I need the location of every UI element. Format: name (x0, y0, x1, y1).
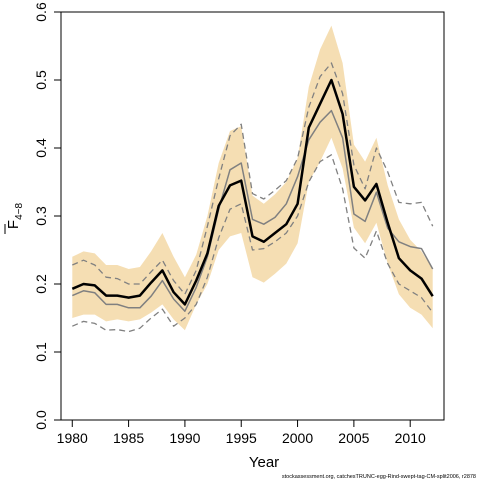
x-tick-label-2005: 2005 (338, 430, 369, 446)
x-axis-title: Year (249, 454, 279, 471)
main-estimate-line (71, 78, 434, 306)
dashed-bound-line-1 (72, 62, 434, 295)
y-axis-title-main: F (5, 220, 22, 229)
y-tick-label-2: 0.2 (33, 274, 49, 294)
y-tick-label-0: 0.0 (33, 410, 49, 430)
dashed-bound-line-2 (72, 154, 434, 333)
y-tick-label-6: 0.6 (33, 2, 49, 22)
y-tick-label-1: 0.1 (33, 342, 49, 362)
confidence-band-layer (72, 25, 433, 331)
y-tick-label-5: 0.5 (33, 70, 49, 90)
x-tick-label-2010: 2010 (395, 430, 426, 446)
footer-caption: stockassessment.org, catchesTRUNC-egg-Ri… (282, 474, 476, 480)
y-axis-title: F4−8 (4, 202, 25, 234)
y-tick-label-3: 0.3 (33, 206, 49, 226)
x-tick-label-1990: 1990 (169, 430, 200, 446)
gray-estimate-line (72, 109, 434, 312)
x-tick-label-1985: 1985 (113, 430, 144, 446)
x-tick-label-2000: 2000 (282, 430, 313, 446)
x-axis: 1980 1985 1990 1995 2000 2005 2010 (57, 419, 426, 446)
y-axis: 0.0 0.1 0.2 0.3 0.4 0.5 0.6 (33, 2, 62, 430)
x-tick-label-1980: 1980 (57, 430, 88, 446)
confidence-band (72, 25, 433, 331)
x-tick-label-1995: 1995 (226, 430, 257, 446)
svg-text:F4−8: F4−8 (5, 202, 25, 229)
y-tick-label-4: 0.4 (33, 138, 49, 158)
series-lines-layer (71, 62, 434, 333)
y-axis-title-subscript: 4−8 (14, 202, 25, 219)
